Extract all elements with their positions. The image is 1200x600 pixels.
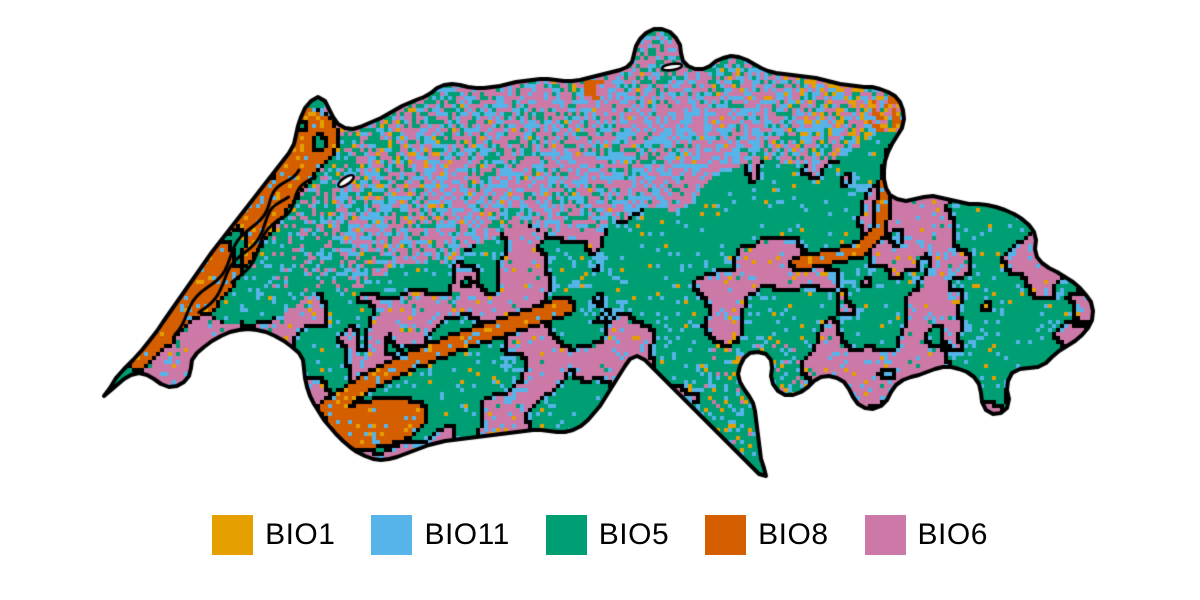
legend-item-bio11: BIO11 [371, 515, 509, 555]
legend-label-bio5: BIO5 [598, 518, 670, 551]
legend-item-bio6: BIO6 [864, 515, 988, 555]
legend-label-bio6: BIO6 [917, 518, 988, 551]
legend-swatch-bio8 [705, 515, 747, 555]
legend-swatch-bio5 [545, 515, 587, 555]
legend: BIO1 BIO11 BIO5 BIO8 BIO6 [0, 515, 1200, 555]
legend-label-bio11: BIO11 [424, 518, 510, 551]
legend-swatch-bio1 [212, 515, 254, 555]
legend-swatch-bio11 [371, 515, 413, 555]
legend-item-bio8: BIO8 [705, 515, 828, 555]
legend-item-bio1: BIO1 [212, 515, 335, 555]
legend-label-bio8: BIO8 [758, 518, 829, 551]
legend-swatch-bio6 [864, 515, 906, 555]
legend-item-bio5: BIO5 [545, 515, 670, 555]
legend-label-bio1: BIO1 [265, 518, 336, 551]
